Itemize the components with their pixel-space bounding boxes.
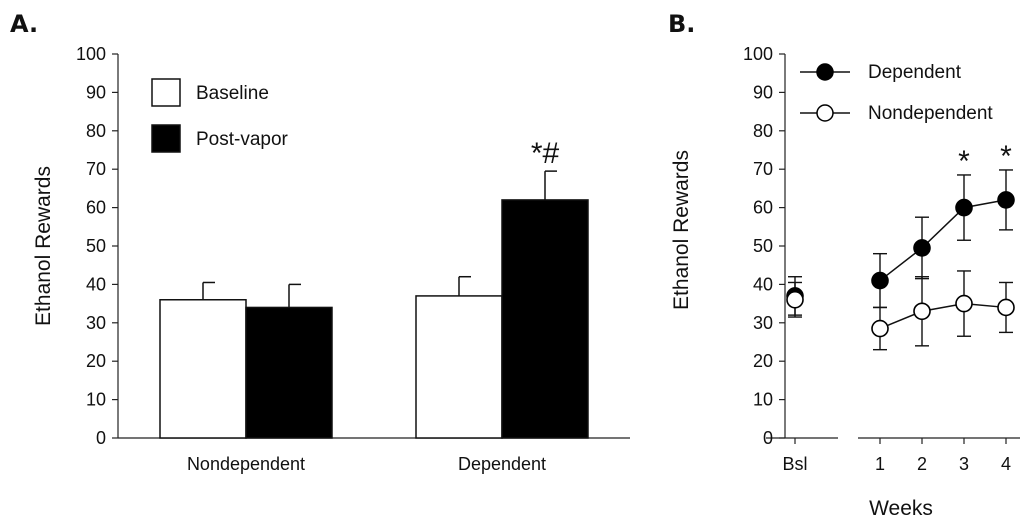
panel-a: A. Ethanol Rewards 0 10 20 30 40 50 60 70 80 90 10…: [10, 10, 630, 474]
y-tick-label: 0: [763, 428, 773, 448]
x-category-label: Nondependent: [187, 454, 305, 474]
y-tick-label: 40: [86, 274, 106, 294]
legend-swatch-post-vapor: [151, 124, 181, 153]
y-tick-label: 10: [753, 390, 773, 410]
y-tick-label: 80: [86, 121, 106, 141]
x-tick-label: 1: [875, 454, 885, 474]
y-tick-label: 90: [753, 82, 773, 102]
series-line-dependent: [879, 199, 1007, 282]
legend-label-post-vapor: Post-vapor: [196, 129, 289, 150]
data-point-nondependent: [786, 290, 804, 309]
panel-b-legend: Dependent Nondependent: [800, 62, 993, 124]
legend-label-dependent: Dependent: [868, 62, 962, 83]
y-tick-label: 50: [86, 236, 106, 256]
panel-b-error-bars: [788, 169, 1013, 351]
x-tick-label: 3: [959, 454, 969, 474]
data-point-nondependent: [913, 302, 931, 321]
y-tick-label: 60: [86, 198, 106, 218]
panel-a-x-labels: Nondependent Dependent: [187, 454, 546, 474]
series-line-nondependent: [879, 302, 1007, 330]
data-point-dependent: [955, 198, 973, 217]
panel-b-x-axis-title: Weeks: [869, 497, 933, 520]
panel-a-error-bars: [202, 170, 557, 308]
y-tick-label: 70: [86, 159, 106, 179]
y-tick-label: 80: [753, 121, 773, 141]
y-tick-label: 90: [86, 82, 106, 102]
panel-b: B. Ethanol Rewards 010203040506070809010…: [668, 10, 1020, 520]
bar-baseline-dependent: [415, 295, 503, 439]
significance-marker: *: [1000, 140, 1012, 173]
panel-b-label: B.: [668, 10, 695, 38]
x-tick-label: 2: [917, 454, 927, 474]
y-tick-label: 10: [86, 390, 106, 410]
y-tick-label: 60: [753, 198, 773, 218]
data-point-dependent: [997, 191, 1015, 209]
data-point-nondependent: [955, 294, 973, 313]
panel-a-annotations: *#: [531, 137, 560, 170]
x-tick-label: 4: [1001, 454, 1011, 474]
legend-label-nondependent: Nondependent: [868, 103, 993, 124]
panel-b-points: [786, 191, 1015, 338]
panel-a-y-ticks: 0 10 20 30 40 50 60 70 80 90 100: [76, 44, 118, 448]
panel-b-x-ticks: Bsl 1 2 3 4: [782, 438, 1011, 474]
panel-a-label: A.: [10, 10, 38, 38]
y-tick-label: 40: [753, 274, 773, 294]
significance-marker: *: [958, 145, 970, 178]
legend-swatch-baseline: [151, 78, 181, 107]
panel-b-y-axis-title: Ethanol Rewards: [670, 150, 693, 310]
legend-marker-nondependent: [816, 104, 834, 122]
y-tick-label: 0: [96, 428, 106, 448]
y-tick-label: 100: [743, 44, 773, 64]
x-tick-label: Bsl: [782, 454, 807, 474]
significance-marker: *#: [531, 137, 560, 170]
bar-post-vapor-dependent: [501, 199, 589, 439]
panel-b-series-lines: [879, 199, 1007, 330]
y-tick-label: 100: [76, 44, 106, 64]
legend-marker-dependent: [816, 63, 834, 81]
bar-baseline-nondependent: [159, 299, 247, 439]
y-tick-label: 30: [753, 313, 773, 333]
y-tick-label: 20: [753, 351, 773, 371]
data-point-dependent: [871, 271, 889, 290]
bar-post-vapor-nondependent: [245, 306, 333, 439]
y-tick-label: 20: [86, 351, 106, 371]
panel-a-y-axis-title: Ethanol Rewards: [32, 166, 55, 326]
data-point-nondependent: [997, 298, 1015, 317]
y-tick-label: 50: [753, 236, 773, 256]
data-point-dependent: [913, 239, 931, 257]
panel-a-legend: Baseline Post-vapor: [151, 78, 289, 153]
x-category-label: Dependent: [458, 454, 546, 474]
panel-b-annotations: * *: [958, 140, 1012, 178]
panel-b-y-ticks: 0 10 20 30 40 50 60 70 80 90 100: [743, 44, 785, 448]
data-point-nondependent: [871, 319, 889, 338]
panel-a-bars: [159, 199, 589, 439]
legend-label-baseline: Baseline: [196, 83, 269, 104]
y-tick-label: 30: [86, 313, 106, 333]
y-tick-label: 70: [753, 159, 773, 179]
